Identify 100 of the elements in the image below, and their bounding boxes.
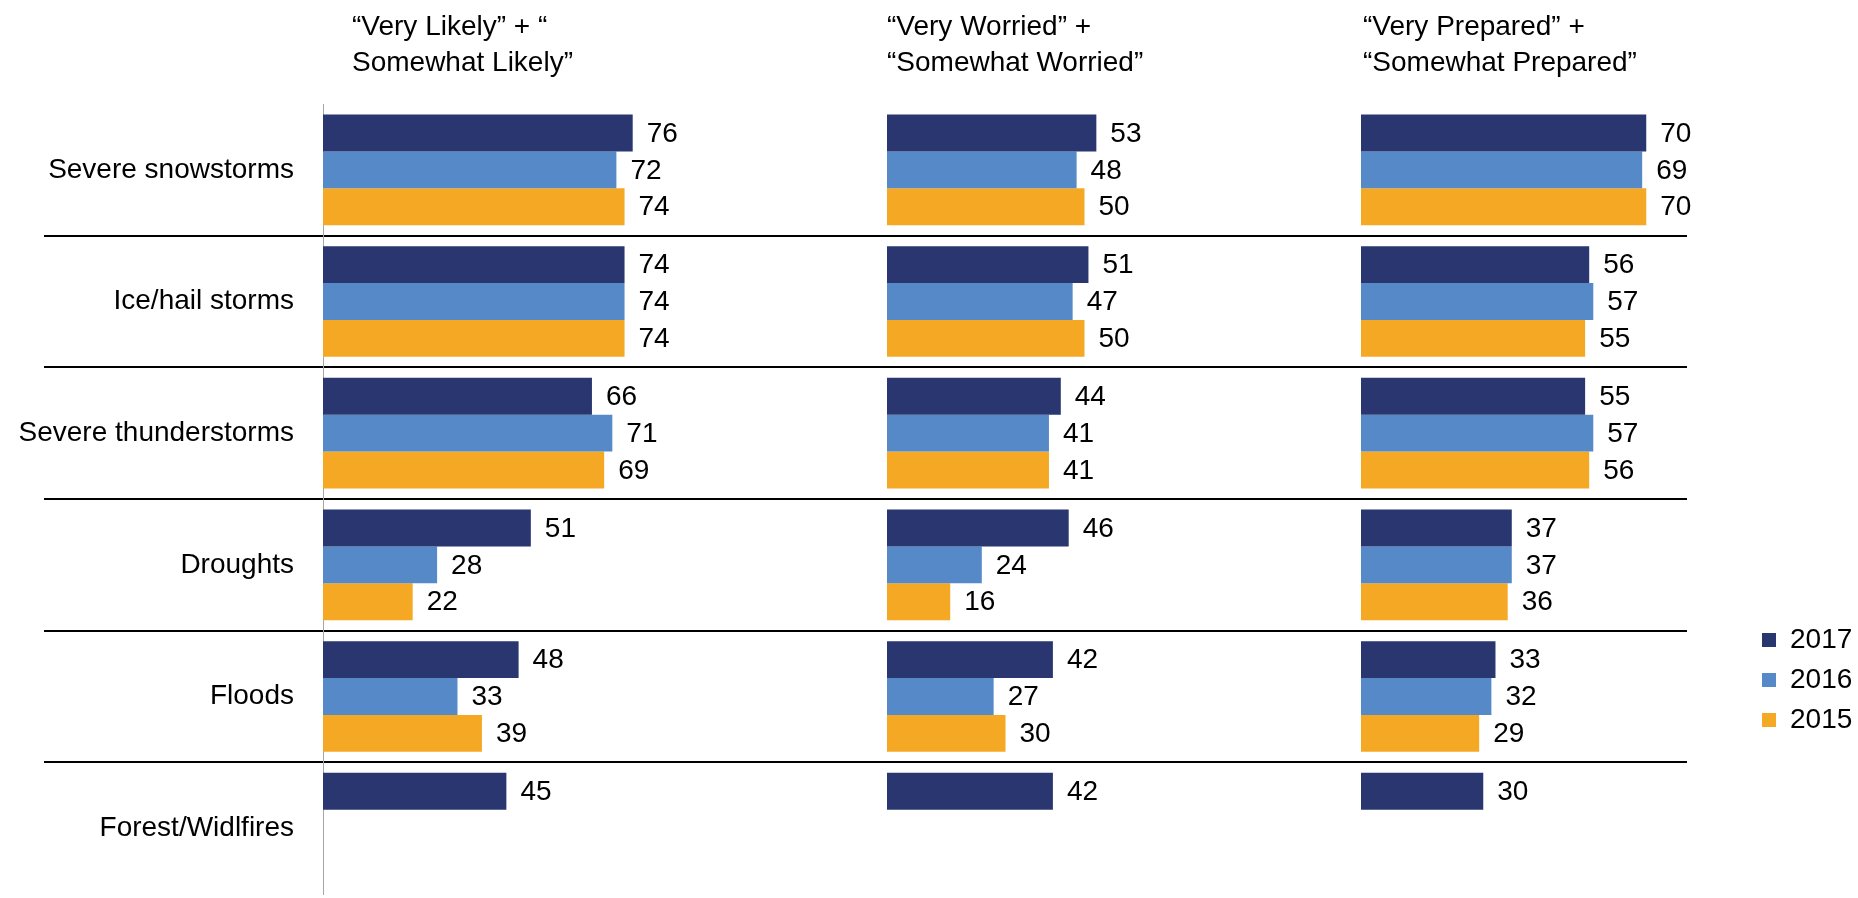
data-label: 47	[1086, 285, 1118, 317]
data-label: 16	[964, 585, 996, 617]
data-label: 28	[451, 548, 483, 580]
bar	[887, 678, 994, 715]
data-label: 30	[1497, 775, 1529, 807]
bar	[323, 188, 625, 226]
data-label: 44	[1074, 380, 1106, 412]
bar	[887, 509, 1069, 547]
data-label: 74	[638, 322, 670, 354]
data-label: 50	[1098, 322, 1130, 354]
y-tick-label: Severe snowstorms	[48, 152, 294, 184]
chart-title: “Very Prepared” + “Somewhat Prepared”	[1363, 9, 1637, 79]
bar	[323, 714, 482, 752]
bar	[323, 151, 617, 189]
y-tick-label: Droughts	[180, 547, 294, 579]
bar	[1361, 583, 1508, 621]
bar	[1361, 714, 1480, 752]
legend-label: 2015	[1790, 702, 1853, 734]
bar	[887, 188, 1085, 226]
data-label: 37	[1525, 511, 1557, 543]
data-label: 69	[1656, 153, 1688, 185]
data-label: 66	[605, 380, 638, 412]
bar	[1361, 451, 1590, 489]
data-label: 22	[426, 585, 458, 617]
bar	[1361, 678, 1492, 715]
bar	[1361, 414, 1594, 452]
bar	[323, 546, 438, 584]
bar	[887, 451, 1049, 489]
bar	[887, 714, 1006, 752]
bar	[1361, 319, 1586, 357]
bar	[887, 114, 1097, 152]
legend-label: 2017	[1790, 622, 1853, 654]
data-label: 29	[1493, 717, 1525, 749]
data-label: 41	[1062, 453, 1095, 485]
data-label: 41	[1062, 416, 1095, 448]
bar	[1361, 509, 1512, 547]
bar	[887, 583, 951, 621]
bar	[323, 772, 507, 810]
data-label: 32	[1505, 680, 1537, 712]
data-label: 50	[1098, 190, 1130, 222]
bar	[1361, 283, 1594, 320]
y-tick-label: Floods	[209, 679, 294, 711]
data-label: 27	[1007, 680, 1039, 712]
data-label: 45	[520, 775, 552, 807]
bar	[1361, 188, 1647, 226]
data-label: 72	[630, 153, 662, 185]
bar	[887, 151, 1077, 189]
data-label: 76	[646, 116, 678, 148]
chart-title: “Very Likely” + “ Somewhat Likely”	[352, 9, 573, 79]
data-label: 33	[1509, 643, 1541, 675]
data-label: 56	[1603, 248, 1635, 280]
bar	[323, 377, 592, 415]
bar	[323, 583, 413, 621]
bar	[323, 246, 625, 284]
bar	[887, 319, 1085, 357]
data-label: 37	[1525, 548, 1557, 580]
data-label: 55	[1599, 322, 1631, 354]
data-label: 42	[1066, 643, 1099, 675]
data-label: 30	[1019, 717, 1051, 749]
bar	[1361, 151, 1643, 189]
bar	[887, 377, 1061, 415]
bar	[1361, 377, 1586, 415]
data-label: 46	[1082, 511, 1114, 543]
bar	[887, 246, 1089, 284]
data-label: 51	[1102, 248, 1134, 280]
y-tick-label: Severe thunderstorms	[18, 415, 294, 447]
bar	[1361, 772, 1484, 810]
bar	[323, 114, 633, 152]
legend-label: 2016	[1790, 662, 1853, 694]
y-tick-label: Forest/Widlfires	[99, 810, 294, 842]
data-label: 55	[1599, 380, 1631, 412]
data-label: 53	[1110, 116, 1142, 148]
bar	[887, 641, 1053, 679]
bar	[1361, 114, 1647, 152]
data-label: 70	[1660, 190, 1692, 222]
bar	[887, 414, 1049, 452]
bar	[323, 283, 625, 320]
data-label: 69	[618, 453, 650, 485]
bar	[1361, 641, 1496, 679]
bar	[887, 283, 1073, 320]
bar	[1361, 246, 1590, 284]
data-label: 57	[1607, 416, 1639, 448]
bar	[323, 641, 519, 679]
data-label: 39	[495, 717, 528, 749]
data-label: 48	[532, 643, 564, 675]
bar	[887, 546, 982, 584]
data-label: 74	[638, 285, 670, 317]
data-label: 71	[626, 416, 658, 448]
bar	[323, 678, 458, 715]
data-label: 48	[1090, 153, 1122, 185]
data-label: 70	[1660, 116, 1692, 148]
bar	[323, 451, 605, 489]
bar	[323, 319, 625, 357]
data-label: 33	[471, 680, 503, 712]
data-label: 56	[1603, 453, 1635, 485]
data-label: 24	[995, 548, 1027, 580]
y-tick-label: Ice/hail storms	[113, 284, 294, 316]
bar	[323, 509, 531, 547]
chart-title: “Very Worried” + “Somewhat Worried”	[887, 9, 1144, 79]
bar	[887, 772, 1053, 810]
